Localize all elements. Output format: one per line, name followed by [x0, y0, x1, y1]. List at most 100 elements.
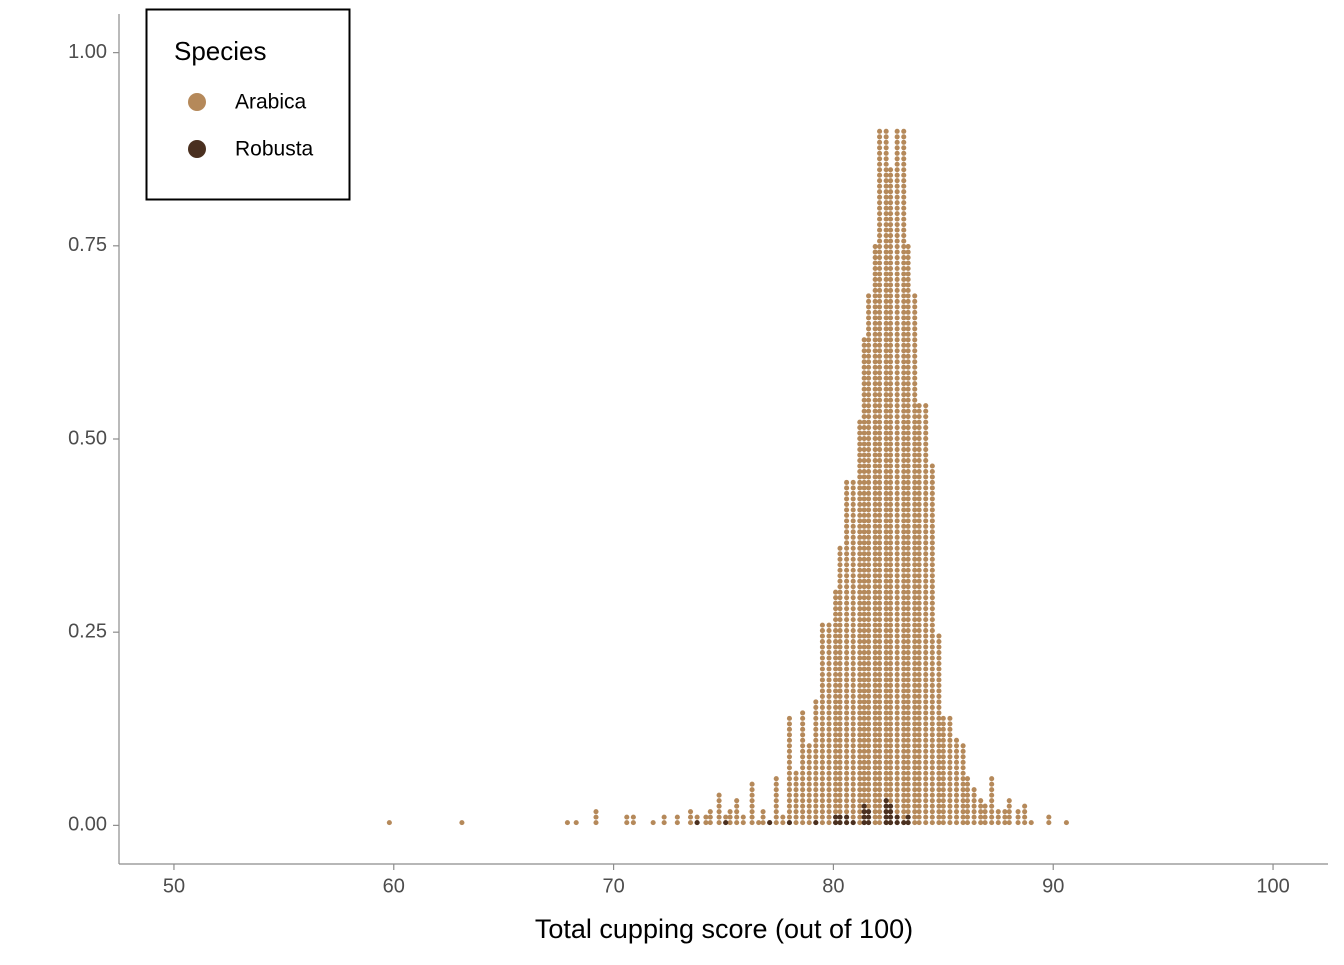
- dot: [866, 617, 872, 623]
- dot: [883, 381, 889, 387]
- dot: [923, 682, 929, 689]
- dot: [888, 244, 894, 250]
- dot: [894, 606, 900, 612]
- dot: [888, 562, 894, 568]
- dot: [877, 633, 883, 639]
- dot: [883, 622, 889, 628]
- dot: [877, 397, 883, 403]
- dot: [883, 578, 889, 584]
- dot: [872, 732, 878, 738]
- dot: [844, 606, 850, 612]
- dot: [749, 787, 755, 793]
- dot: [923, 474, 929, 480]
- dot: [872, 315, 878, 321]
- dot: [833, 776, 839, 782]
- dot: [912, 595, 918, 601]
- dot-stack: [940, 715, 946, 826]
- dot: [929, 710, 935, 716]
- dot: [901, 353, 907, 359]
- dot: [687, 820, 694, 826]
- dot: [819, 792, 825, 798]
- dot: [894, 666, 900, 672]
- dot: [694, 814, 700, 820]
- dot: [905, 353, 911, 359]
- dot: [861, 748, 867, 754]
- dot-stack: [833, 814, 839, 826]
- dot: [877, 249, 883, 255]
- dot: [936, 792, 942, 798]
- dot: [940, 759, 946, 765]
- dot: [861, 759, 867, 765]
- dot: [905, 666, 911, 672]
- dot: [861, 403, 867, 409]
- dot: [813, 765, 819, 771]
- dot: [872, 682, 878, 689]
- dot: [916, 743, 922, 749]
- dot: [916, 436, 922, 442]
- dot-stack: [905, 814, 911, 826]
- dot: [916, 726, 922, 732]
- dot: [960, 754, 966, 760]
- dot: [947, 748, 953, 754]
- dot: [894, 457, 900, 464]
- dot: [740, 820, 746, 826]
- dot: [877, 408, 883, 414]
- dot: [883, 792, 889, 798]
- dot: [905, 726, 911, 732]
- dot: [883, 787, 889, 793]
- dot: [901, 331, 907, 337]
- dot: [901, 326, 907, 332]
- dot: [905, 671, 911, 678]
- dot: [723, 814, 729, 820]
- dot: [844, 578, 850, 584]
- dot: [861, 534, 867, 540]
- dot: [960, 765, 966, 771]
- dot: [888, 381, 894, 387]
- dot: [916, 512, 922, 518]
- dot: [916, 408, 922, 414]
- dot: [833, 743, 839, 749]
- dot: [888, 353, 894, 359]
- dot: [872, 754, 878, 760]
- dot: [877, 375, 883, 381]
- dot: [866, 737, 872, 743]
- dot: [844, 710, 850, 716]
- dot: [819, 655, 825, 661]
- dot: [819, 770, 825, 776]
- dot: [905, 293, 911, 299]
- dot: [923, 803, 929, 809]
- dot: [877, 287, 883, 293]
- dot: [894, 375, 900, 381]
- dot: [888, 660, 894, 667]
- dot: [901, 156, 907, 162]
- dot: [877, 776, 883, 782]
- dot: [894, 523, 900, 529]
- dot: [894, 644, 900, 650]
- dot: [929, 523, 935, 529]
- dot: [877, 293, 883, 299]
- dot: [806, 781, 812, 787]
- dot: [850, 644, 856, 650]
- dot: [888, 233, 894, 239]
- dot: [877, 798, 883, 804]
- dot: [929, 474, 935, 480]
- dot: [866, 650, 872, 656]
- dot: [877, 331, 883, 337]
- legend-swatch: [188, 93, 206, 111]
- dot: [901, 211, 907, 217]
- dot: [923, 403, 929, 409]
- dot: [877, 364, 883, 370]
- dot: [749, 809, 755, 815]
- dot: [901, 227, 907, 233]
- dot: [953, 803, 960, 809]
- dot: [888, 710, 894, 716]
- dot: [861, 584, 867, 590]
- dot: [912, 792, 918, 798]
- dot: [923, 671, 929, 678]
- dot: [916, 567, 922, 573]
- dot: [929, 611, 935, 617]
- dot: [888, 447, 894, 453]
- dot: [786, 715, 792, 721]
- dot: [573, 820, 579, 826]
- dot: [936, 710, 942, 716]
